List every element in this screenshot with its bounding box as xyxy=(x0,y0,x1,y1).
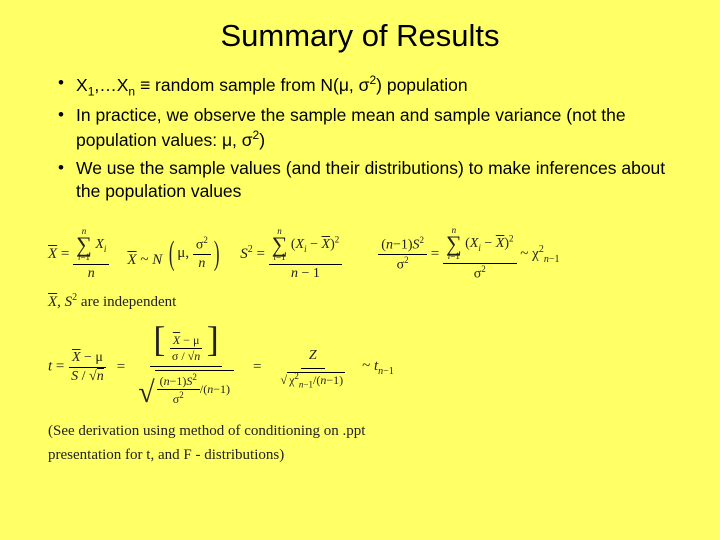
formula-note: (See derivation using method of conditio… xyxy=(48,419,690,467)
formula-xbar-dist: X ~ N ( μ, σ2n ) xyxy=(127,236,222,271)
bullet-list: X1,…Xn ≡ random sample from N(μ, σ2) pop… xyxy=(58,72,690,204)
slide: Summary of Results X1,…Xn ≡ random sampl… xyxy=(0,0,720,540)
formula-area: X = n∑i=1 Xi n X ~ N ( μ, σ2n ) xyxy=(30,226,690,467)
bullet-item: X1,…Xn ≡ random sample from N(μ, σ2) pop… xyxy=(58,72,690,100)
formula-t-stat: t = X − μ S / √n = [ X − μ σ / √n ] xyxy=(48,327,690,406)
bullet-item: We use the sample values (and their dist… xyxy=(58,157,690,204)
formula-xbar-def: X = n∑i=1 Xi n xyxy=(48,227,109,282)
formula-s2-def: S2 = n∑i=1 (Xi − X)2 n − 1 xyxy=(240,227,342,282)
bullet-item: In practice, we observe the sample mean … xyxy=(58,104,690,153)
formula-chi2: (n−1)S2 σ2 = n∑i=1 (Xi − X)2 σ2 ~ χ2n−1 xyxy=(378,226,559,283)
page-title: Summary of Results xyxy=(30,18,690,54)
formula-row-1: X = n∑i=1 Xi n X ~ N ( μ, σ2n ) xyxy=(48,226,690,283)
formula-independence: X, S2 are independent xyxy=(48,292,690,311)
